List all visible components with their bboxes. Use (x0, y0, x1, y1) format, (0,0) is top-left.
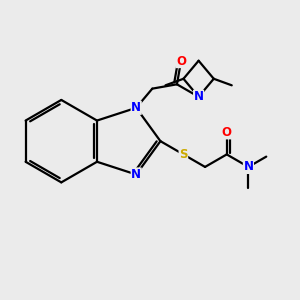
Text: N: N (194, 90, 204, 103)
Text: N: N (131, 168, 141, 181)
Text: N: N (243, 160, 254, 173)
Text: O: O (176, 55, 186, 68)
Text: O: O (222, 126, 232, 139)
Text: N: N (131, 101, 141, 114)
Text: S: S (179, 148, 188, 161)
